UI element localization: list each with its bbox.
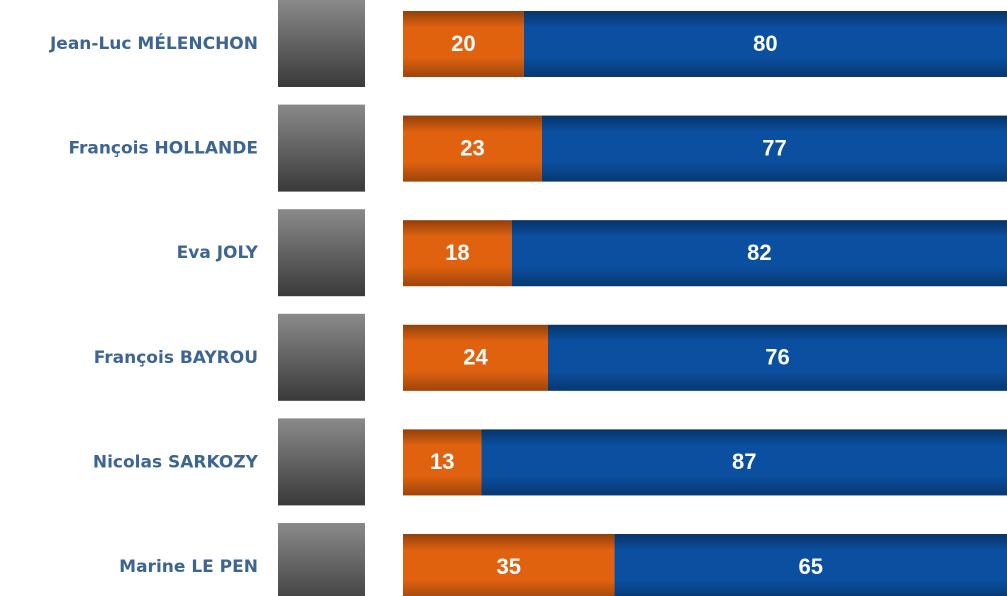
value-label: 82 [747,240,771,265]
value-label: 76 [765,345,789,370]
bar-shade [541,115,1007,182]
bar-shade [403,429,482,496]
category-label: François HOLLANDE [68,139,258,159]
value-label: 24 [463,345,488,370]
bar-shade [403,11,524,77]
bar-shade [403,324,548,391]
value-label: 13 [430,449,454,474]
bar-shade [403,115,542,182]
value-label: 77 [762,135,786,160]
value-label: 18 [445,240,469,265]
bar-shade [614,534,1007,596]
category-label: Eva JOLY [177,243,259,263]
bar-shade [403,220,512,287]
photo [278,418,365,506]
category-label: Nicolas SARKOZY [93,452,259,472]
photo [278,0,365,87]
value-label: 87 [732,449,756,474]
bar-shade [523,11,1007,77]
category-label: Jean-Luc MÉLENCHON [49,32,258,54]
photo [278,523,365,596]
bar-shade [403,534,615,596]
category-label: Marine LE PEN [119,557,258,577]
value-label: 23 [460,135,484,160]
value-label: 35 [496,554,520,579]
bar-shade [547,324,1007,391]
photo [278,209,365,297]
bar-shade [481,429,1007,496]
photo [278,313,365,401]
bar-shade [511,220,1007,287]
photo [278,104,365,192]
category-label: François BAYROU [94,348,258,368]
value-label: 65 [798,554,822,579]
value-label: 20 [451,31,475,56]
value-label: 80 [753,31,777,56]
